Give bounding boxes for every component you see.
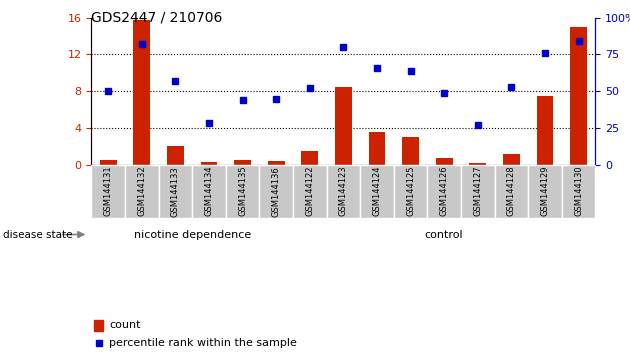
Bar [369,132,386,165]
Text: GSM144135: GSM144135 [238,166,247,217]
Bar [200,162,217,165]
Text: GDS2447 / 210706: GDS2447 / 210706 [91,11,223,25]
Text: GSM144124: GSM144124 [372,166,381,216]
Text: GSM144133: GSM144133 [171,166,180,217]
Text: GSM144128: GSM144128 [507,166,516,217]
Text: GSM144126: GSM144126 [440,166,449,217]
Text: GSM144122: GSM144122 [306,166,314,216]
Bar [268,161,285,165]
Text: GSM144136: GSM144136 [272,166,280,217]
Text: nicotine dependence: nicotine dependence [134,229,251,240]
Text: GSM144132: GSM144132 [137,166,146,217]
Text: GSM144129: GSM144129 [541,166,549,216]
Text: GSM144123: GSM144123 [339,166,348,217]
Bar [234,160,251,165]
Text: disease state: disease state [3,229,72,240]
Bar [100,160,117,165]
Text: GSM144134: GSM144134 [205,166,214,217]
Bar [503,154,520,165]
Text: control: control [425,229,464,240]
Text: GSM144125: GSM144125 [406,166,415,216]
Text: GSM144131: GSM144131 [104,166,113,217]
Text: GSM144127: GSM144127 [473,166,482,217]
Bar [94,320,103,331]
Bar [436,158,452,165]
Bar [537,96,553,165]
Bar [134,19,150,165]
Bar [402,137,419,165]
Text: count: count [110,320,141,330]
Bar [570,27,587,165]
Bar [469,163,486,165]
Bar [167,146,184,165]
Bar [335,87,352,165]
Bar [301,151,318,165]
Text: GSM144130: GSM144130 [574,166,583,217]
Text: percentile rank within the sample: percentile rank within the sample [110,338,297,348]
